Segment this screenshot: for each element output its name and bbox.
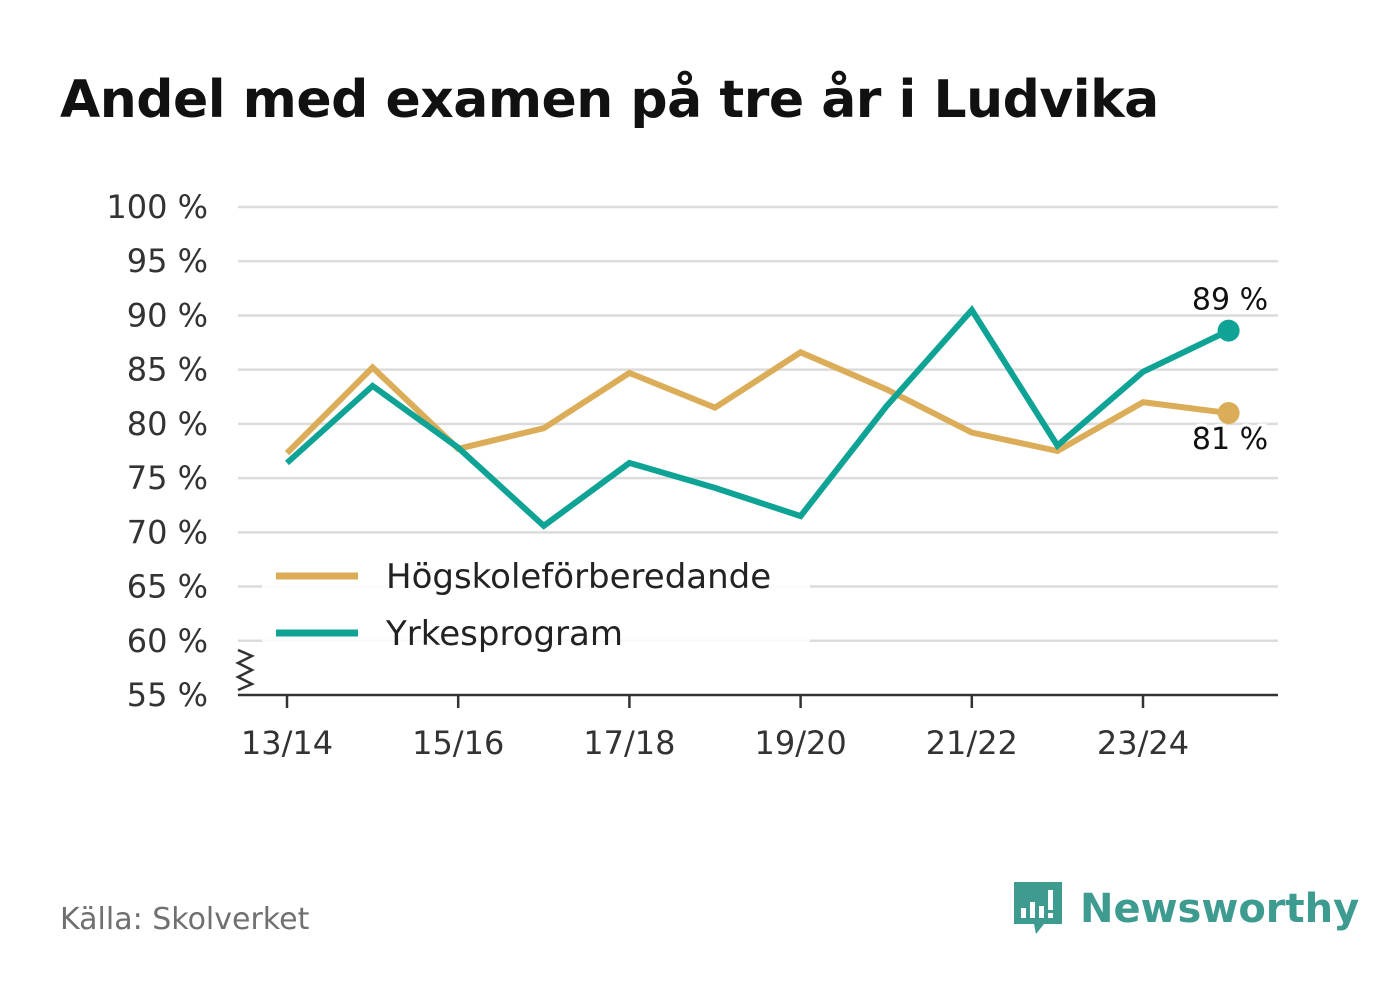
- y-tick-label-65: 65 %: [127, 568, 208, 606]
- x-tick-label-19/20: 19/20: [754, 724, 846, 762]
- end-label-1: 89 %: [1192, 283, 1268, 318]
- end-point-1: [1217, 319, 1240, 342]
- y-tick-label-100: 100 %: [106, 188, 208, 226]
- newsworthy-brand: Newsworthy: [1010, 878, 1359, 940]
- series-lines: 81 % 89 %: [284, 280, 1271, 530]
- legend-label-0: Högskoleförberedande: [386, 557, 771, 597]
- y-axis-tick-labels: 55 % 60 % 65 % 70 % 75 % 80 % 85 % 90 % 95 % 100 …: [106, 188, 208, 714]
- series-line-hogskoleforberedande: [284, 348, 1229, 456]
- x-tick-label-23/24: 23/24: [1097, 724, 1189, 762]
- y-tick-label-55: 55 %: [127, 676, 208, 714]
- series-line-yrkesprogram: [284, 305, 1230, 530]
- source-note: Källa: Skolverket: [60, 902, 310, 937]
- y-tick-label-90: 90 %: [127, 296, 208, 334]
- legend-label-1: Yrkesprogram: [385, 614, 623, 654]
- y-tick-label-80: 80 %: [127, 405, 208, 443]
- x-tick-label-21/22: 21/22: [926, 724, 1018, 762]
- x-tick-label-15/16: 15/16: [412, 724, 504, 762]
- x-axis-ticks: 13/14 15/16 17/18 19/20 21/22 23/24: [241, 695, 1189, 762]
- chart-title: Andel med examen på tre år i Ludvika: [60, 70, 1159, 130]
- y-tick-label-75: 75 %: [127, 459, 208, 497]
- newsworthy-logo-icon: [1014, 882, 1062, 934]
- y-tick-label-85: 85 %: [127, 351, 208, 389]
- y-tick-label-95: 95 %: [127, 242, 208, 280]
- x-tick-label-13/14: 13/14: [241, 724, 333, 762]
- brand-name: Newsworthy: [1080, 886, 1360, 932]
- legend-background: [262, 548, 810, 644]
- y-tick-label-60: 60 %: [127, 622, 208, 660]
- end-label-0: 81 %: [1192, 422, 1268, 457]
- y-tick-label-70: 70 %: [127, 513, 208, 551]
- x-tick-label-17/18: 17/18: [583, 724, 675, 762]
- legend: Högskoleförberedande Yrkesprogram: [276, 557, 771, 654]
- y-axis-break-icon: [235, 648, 255, 692]
- end-point-0: [1217, 402, 1240, 425]
